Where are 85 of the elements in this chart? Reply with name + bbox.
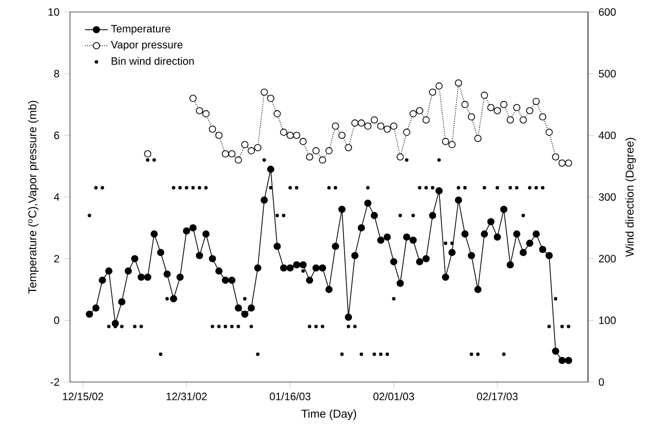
point	[274, 110, 281, 118]
point	[260, 88, 268, 96]
y2-tick-label: 300	[598, 193, 616, 201]
legend-label: Bin wind direction	[112, 57, 194, 65]
point	[234, 156, 242, 164]
point	[267, 94, 274, 102]
point	[208, 126, 216, 133]
point	[500, 100, 508, 108]
y2-axis-title: Wind direction (Degree)	[625, 138, 636, 257]
point	[474, 134, 482, 142]
point	[202, 110, 210, 118]
x-tick-label: 12/31/02	[166, 392, 207, 400]
point	[403, 128, 410, 136]
y-tick-label: 4	[54, 193, 60, 201]
point	[552, 153, 560, 161]
point	[377, 122, 384, 130]
y-tick-label: 6	[54, 132, 60, 140]
point	[364, 122, 372, 130]
point	[494, 107, 501, 114]
x-axis-title: Time (Day)	[301, 409, 356, 420]
point	[280, 128, 288, 136]
y-tick-label: -2	[50, 378, 60, 386]
point	[358, 119, 365, 127]
y2-tick-label: 500	[598, 70, 616, 78]
point	[390, 122, 398, 130]
point	[428, 88, 436, 96]
y-axis-title: Temperature ($^{o}$C),Vapor pressure (mb)	[28, 100, 39, 294]
point	[526, 107, 534, 114]
y2-tick-label: 600	[598, 8, 616, 16]
point	[532, 98, 540, 106]
point	[558, 159, 566, 167]
point	[332, 122, 340, 130]
point	[454, 79, 462, 87]
point	[487, 104, 494, 112]
y-tick-label: 8	[54, 70, 60, 78]
point	[338, 132, 346, 139]
point	[546, 128, 553, 136]
point	[215, 132, 223, 139]
point	[189, 94, 197, 102]
x-tick-label: 02/01/03	[373, 392, 414, 400]
point	[222, 150, 229, 158]
legend-label: Vapor pressure	[110, 41, 183, 51]
y2-tick-label: 200	[598, 254, 616, 262]
point	[351, 119, 358, 127]
y2-tick-label: 0	[598, 378, 604, 386]
y2-tick-label: 400	[598, 132, 616, 140]
point	[228, 150, 236, 158]
x-tick-label: 01/16/03	[270, 392, 310, 400]
point	[435, 82, 443, 90]
point	[448, 140, 456, 148]
point	[318, 156, 326, 164]
point	[416, 107, 424, 114]
point	[293, 132, 300, 139]
point	[286, 132, 294, 139]
point	[144, 150, 152, 158]
y-tick-label: 2	[54, 254, 60, 262]
point	[325, 147, 333, 154]
y-tick-label: 10	[48, 8, 60, 16]
point	[520, 116, 527, 124]
point	[461, 100, 469, 108]
x-tick-label: 12/15/02	[63, 392, 104, 400]
point	[422, 116, 430, 124]
point	[539, 113, 546, 120]
point	[196, 107, 204, 114]
point	[506, 116, 514, 124]
point	[299, 138, 307, 146]
point	[241, 140, 248, 148]
point	[254, 144, 262, 152]
point	[306, 153, 314, 161]
point	[312, 147, 320, 154]
point	[410, 110, 417, 118]
point	[248, 147, 255, 154]
legend-label: Temperature	[111, 25, 170, 35]
point	[564, 159, 572, 167]
point	[344, 144, 352, 152]
point	[513, 104, 520, 112]
point	[468, 113, 476, 120]
point	[396, 153, 404, 161]
y2-tick-label: 100	[599, 316, 616, 324]
x-tick-label: 02/17/03	[476, 392, 518, 400]
point	[370, 116, 378, 124]
point	[442, 138, 450, 146]
point	[384, 126, 391, 133]
y-tick-label: 0	[54, 316, 60, 324]
point	[480, 92, 488, 99]
